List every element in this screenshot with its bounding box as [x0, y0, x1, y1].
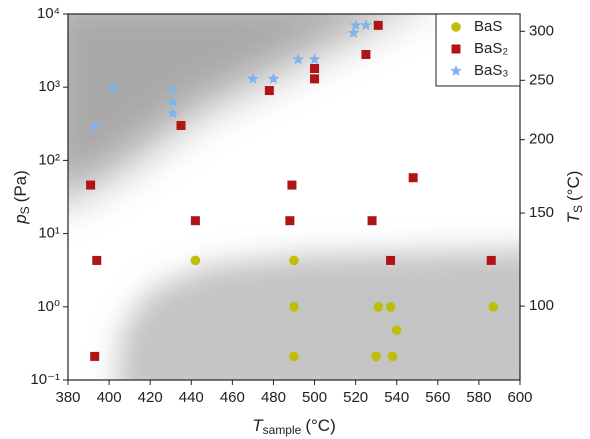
plot-frame [67, 13, 521, 381]
data-point [386, 255, 396, 265]
data-point [190, 216, 200, 226]
data-point [167, 95, 179, 107]
data-point [408, 173, 418, 183]
data-point [289, 302, 299, 312]
data-point [267, 72, 280, 84]
data-point [308, 53, 321, 65]
y2-tick-label: 300 [529, 22, 554, 39]
legend-label: BaS₂ [474, 40, 508, 57]
x-tick-label: 580 [466, 389, 491, 406]
y-tick-label: 10⁴ [37, 5, 60, 22]
data-point [387, 351, 398, 362]
data-point [107, 82, 119, 94]
data-point [488, 302, 499, 312]
data-point [264, 86, 274, 96]
x-tick-label: 600 [507, 389, 532, 406]
data-point [167, 107, 179, 119]
legend-marker [451, 44, 461, 54]
y2-axis-label: TS(°C) [564, 171, 585, 224]
data-point [373, 302, 384, 312]
x-tick-label: 420 [138, 389, 163, 406]
y-axis-label: pS(Pa) [11, 170, 32, 225]
data-point [176, 120, 186, 130]
legend-marker [451, 22, 461, 32]
data-point [86, 180, 96, 190]
data-point [310, 74, 320, 84]
data-point [285, 216, 295, 226]
data-point [385, 302, 396, 312]
legend-marker [450, 65, 462, 76]
y-tick-label: 10² [38, 151, 60, 168]
data-point [167, 84, 179, 96]
legend-label: BaS [474, 18, 502, 35]
data-point [391, 325, 402, 335]
x-tick-label: 460 [220, 389, 245, 406]
legend-label: BaS₃ [474, 62, 508, 79]
data-point [289, 351, 299, 362]
y-tick-label: 10³ [38, 78, 60, 95]
data-point [190, 255, 201, 266]
y-tick-label: 10¹ [38, 225, 60, 242]
y-tick-label: 10⁻¹ [30, 371, 60, 388]
data-point [361, 49, 371, 59]
x-tick-label: 380 [55, 389, 80, 406]
x-tick-label: 560 [425, 389, 450, 406]
y2-tick-label: 100 [529, 297, 554, 314]
data-point [347, 27, 360, 38]
y2-tick-label: 200 [529, 131, 554, 148]
y2-tick-label: 150 [529, 204, 554, 221]
data-point [373, 20, 383, 30]
legend-box [435, 13, 521, 87]
x-tick-label: 520 [343, 389, 368, 406]
data-point [371, 351, 381, 362]
y-tick-label: 10⁰ [37, 298, 60, 315]
data-point [287, 180, 297, 190]
x-tick-label: 480 [261, 389, 286, 406]
x-axis-label: Tsample (°C) [252, 416, 335, 437]
data-point [310, 64, 320, 74]
data-point [90, 351, 100, 361]
data-point [367, 216, 377, 226]
x-tick-label: 500 [302, 389, 327, 406]
y2-tick-label: 250 [529, 71, 554, 88]
x-tick-label: 540 [384, 389, 409, 406]
data-point [360, 19, 372, 31]
data-point [292, 53, 304, 65]
data-point [289, 255, 299, 266]
data-point [89, 120, 101, 132]
x-tick-label: 400 [97, 389, 122, 406]
data-point [92, 255, 102, 265]
data-point [486, 255, 496, 265]
data-point [349, 19, 362, 31]
data-point [247, 72, 259, 84]
background-shading [68, 14, 520, 380]
x-tick-label: 440 [179, 389, 204, 406]
